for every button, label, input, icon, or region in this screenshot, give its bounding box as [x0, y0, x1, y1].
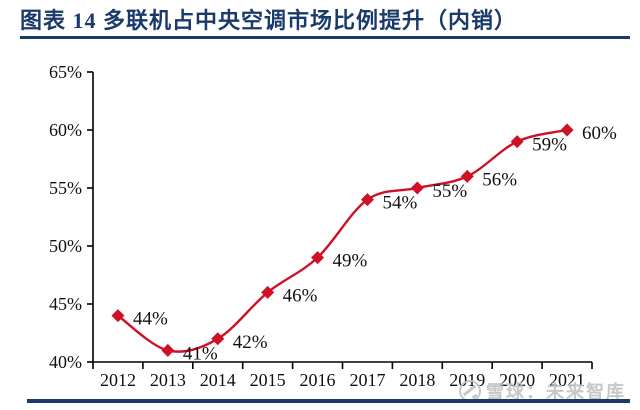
x-axis-tick-label: 2019 — [449, 370, 485, 390]
x-axis-tick-label: 2012 — [100, 370, 136, 390]
x-axis-tick-label: 2014 — [200, 370, 236, 390]
data-point-label: 56% — [482, 169, 517, 190]
data-point-marker — [360, 193, 374, 207]
data-point-marker — [460, 169, 474, 183]
axes — [92, 72, 592, 363]
y-axis-tick-label: 40% — [49, 352, 82, 372]
data-point-label: 44% — [133, 309, 168, 330]
y-axis-tick-label: 45% — [49, 294, 82, 314]
y-axis-tick-label: 50% — [49, 236, 82, 256]
x-axis-tick-label: 2021 — [549, 370, 585, 390]
x-axis-tick-label: 2015 — [250, 370, 286, 390]
data-point-label: 42% — [233, 332, 268, 353]
data-point-label: 46% — [283, 285, 318, 306]
data-point-marker — [311, 251, 325, 265]
y-axis-tick-label: 60% — [49, 120, 82, 140]
figure-title: 图表 14 多联机占中央空调市场比例提升（内销） — [20, 8, 518, 33]
data-point-marker — [560, 123, 574, 137]
y-axis-tick-label: 65% — [49, 62, 82, 82]
x-axis-tick-label: 2017 — [349, 370, 385, 390]
x-axis-tick-label: 2018 — [399, 370, 435, 390]
data-point-label: 49% — [333, 251, 368, 272]
data-point-label: 60% — [582, 123, 617, 144]
data-point-marker — [111, 309, 125, 323]
data-point-label: 59% — [532, 135, 567, 156]
data-point-label: 41% — [183, 343, 218, 364]
y-axis-tick-label: 55% — [49, 178, 82, 198]
data-point-marker — [510, 135, 524, 149]
data-point-marker — [211, 332, 225, 346]
data-point-label: 55% — [432, 181, 467, 202]
x-axis-tick-label: 2016 — [300, 370, 336, 390]
data-point-marker — [410, 181, 424, 195]
title-underline — [20, 36, 630, 39]
x-axis-tick-label: 2020 — [499, 370, 535, 390]
data-point-marker — [161, 343, 175, 357]
series-line — [117, 128, 568, 353]
data-point-label: 54% — [382, 193, 417, 214]
bottom-divider — [27, 399, 630, 403]
x-axis-tick-label: 2013 — [150, 370, 186, 390]
data-point-marker — [261, 285, 275, 299]
